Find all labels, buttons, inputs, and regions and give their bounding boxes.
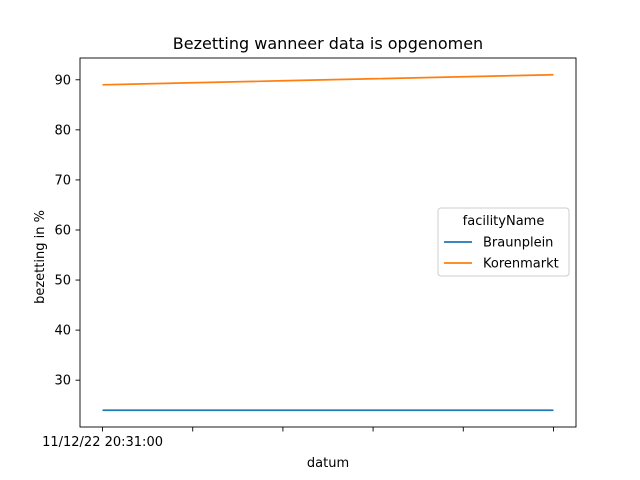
plot-area: 30 40 50 60 70 80 90 11/12/22 20:31:00 [42,57,577,450]
x-axis-label: datum [307,456,349,471]
y-tick-label: 90 [54,73,71,88]
legend-title: facilityName [463,214,545,229]
y-tick-label: 30 [54,374,71,389]
legend-box [437,207,570,277]
y-axis-label: bezetting in % [33,210,48,304]
legend-entry-braunplein: Braunplein [483,236,553,251]
legend-entry-korenmarkt: Korenmarkt [483,257,559,272]
y-tick-label: 70 [54,173,71,188]
y-tick-label: 50 [54,274,71,289]
axes-frame [79,57,577,428]
chart-title: Bezetting wanneer data is opgenomen [173,34,483,53]
x-tick-label: 11/12/22 20:31:00 [42,435,163,450]
series-line-korenmarkt [102,73,554,86]
legend: facilityName Braunplein Korenmarkt [437,207,570,277]
y-tick-label: 40 [54,324,71,339]
y-tick-label: 60 [54,223,71,238]
y-tick-label: 80 [54,123,71,138]
